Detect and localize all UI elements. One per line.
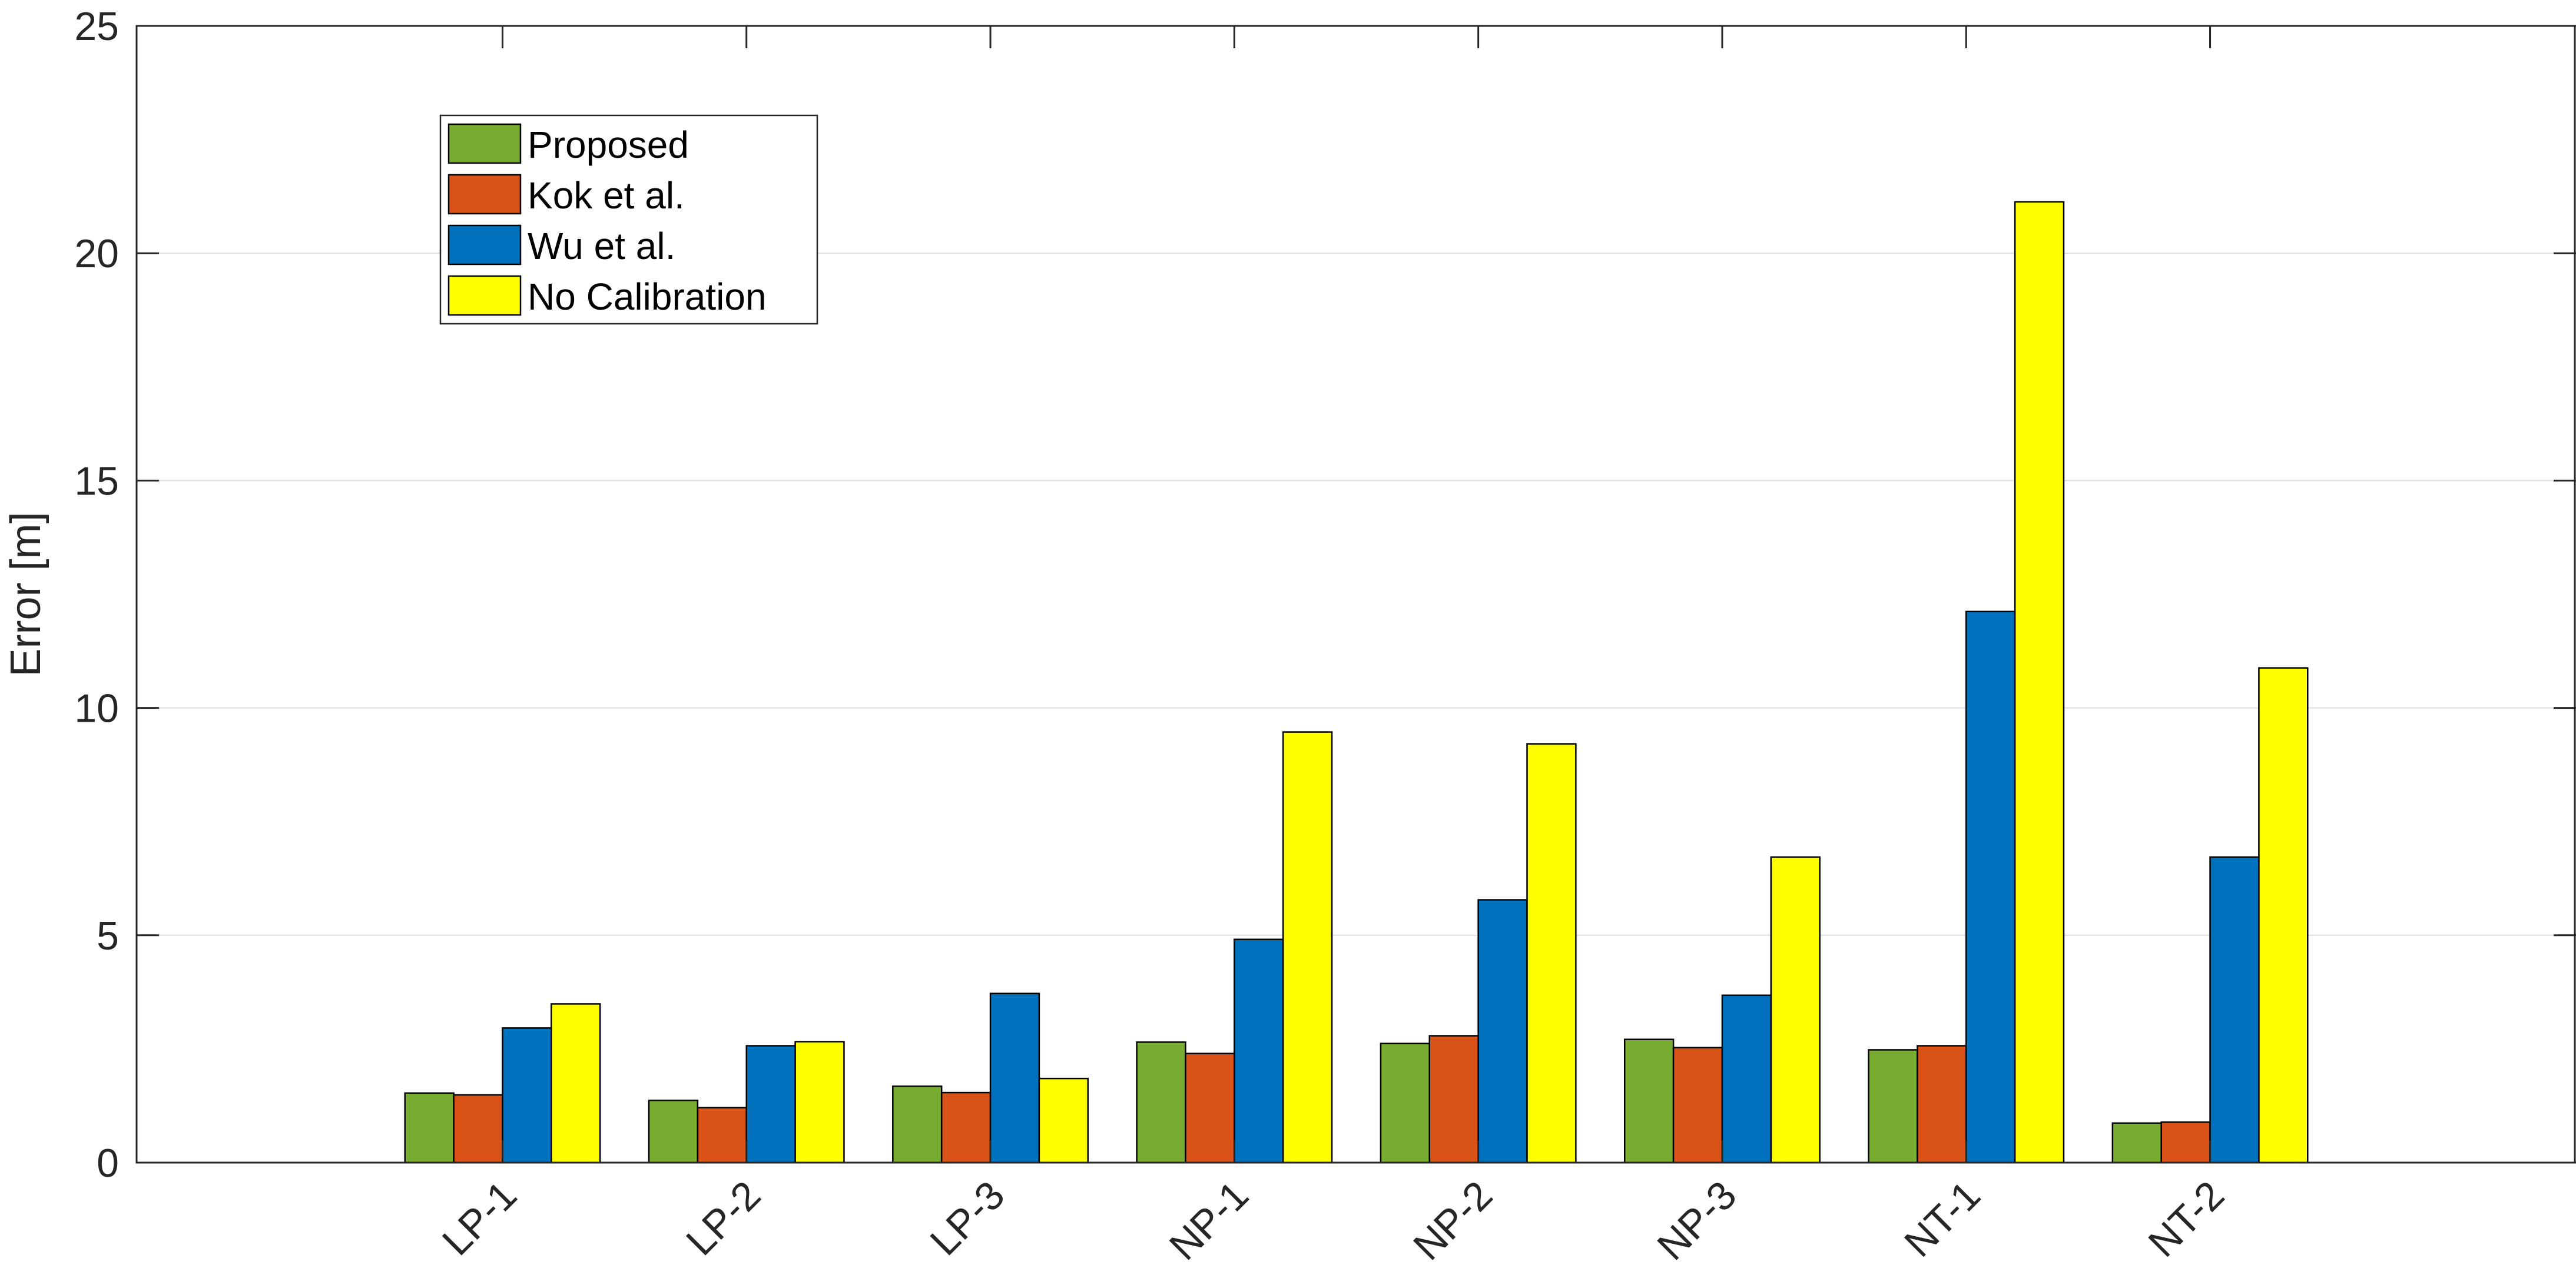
x-tick-label: NT-2 [2140, 1173, 2233, 1266]
y-tick-label: 25 [74, 4, 119, 49]
bar [2160, 1121, 2211, 1164]
bar [1380, 1043, 1431, 1164]
bar [1282, 731, 1333, 1164]
x-tick-label: LP-2 [678, 1173, 769, 1264]
legend-swatch [447, 224, 522, 265]
bar [1623, 1038, 1675, 1164]
legend-label: Kok et al. [528, 174, 685, 217]
x-tick-label: NT-1 [1896, 1173, 1989, 1266]
legend-label: Proposed [528, 124, 689, 166]
legend-label: No Calibration [528, 275, 767, 318]
bar [1234, 938, 1284, 1164]
bar [989, 992, 1040, 1164]
y-tick-label: 5 [97, 914, 119, 958]
bars [404, 201, 2309, 1164]
y-tick-label: 20 [74, 231, 119, 276]
bar [2258, 667, 2309, 1164]
bar [1526, 743, 1577, 1164]
x-tick-label: NP-3 [1649, 1173, 1745, 1269]
bar [1136, 1041, 1186, 1164]
bar [794, 1041, 845, 1164]
bar [2209, 856, 2260, 1164]
bar [1038, 1077, 1089, 1164]
bar [2014, 201, 2065, 1164]
x-tick-label: NP-2 [1405, 1173, 1501, 1269]
bar [892, 1085, 943, 1164]
grid-lines [137, 253, 2576, 936]
x-tick-label: LP-1 [434, 1173, 525, 1264]
bar [940, 1091, 992, 1164]
bar [1428, 1035, 1479, 1164]
plot-area-frame [135, 25, 2576, 1164]
bar [648, 1099, 699, 1164]
bar [1770, 856, 1821, 1164]
legend-swatch [447, 174, 522, 215]
bar [1185, 1053, 1235, 1164]
bar [1672, 1047, 1723, 1164]
legend: Proposed Kok et al. Wu et al. No Calibratio… [439, 114, 818, 325]
x-tick-label: LP-3 [921, 1173, 1013, 1264]
bar [2111, 1122, 2162, 1164]
bar [1868, 1049, 1918, 1164]
y-tick-label: 10 [74, 686, 119, 731]
x-tick-label: NP-1 [1161, 1173, 1257, 1269]
y-axis-label: Error [m] [2, 512, 49, 677]
bar [453, 1094, 503, 1164]
bar [1721, 994, 1772, 1164]
y-tick-label: 15 [74, 459, 119, 503]
axis-ticks [137, 25, 2576, 1164]
legend-swatch [447, 123, 522, 164]
bar [551, 1003, 601, 1164]
bar [697, 1107, 748, 1164]
y-tick-label: 0 [97, 1141, 119, 1186]
bar [1917, 1045, 1967, 1164]
bar [1965, 610, 2016, 1164]
bar [502, 1027, 552, 1164]
bar [404, 1092, 455, 1164]
bar [1477, 899, 1528, 1164]
bar [745, 1045, 796, 1164]
legend-label: Wu et al. [528, 225, 675, 267]
legend-swatch [447, 275, 522, 316]
